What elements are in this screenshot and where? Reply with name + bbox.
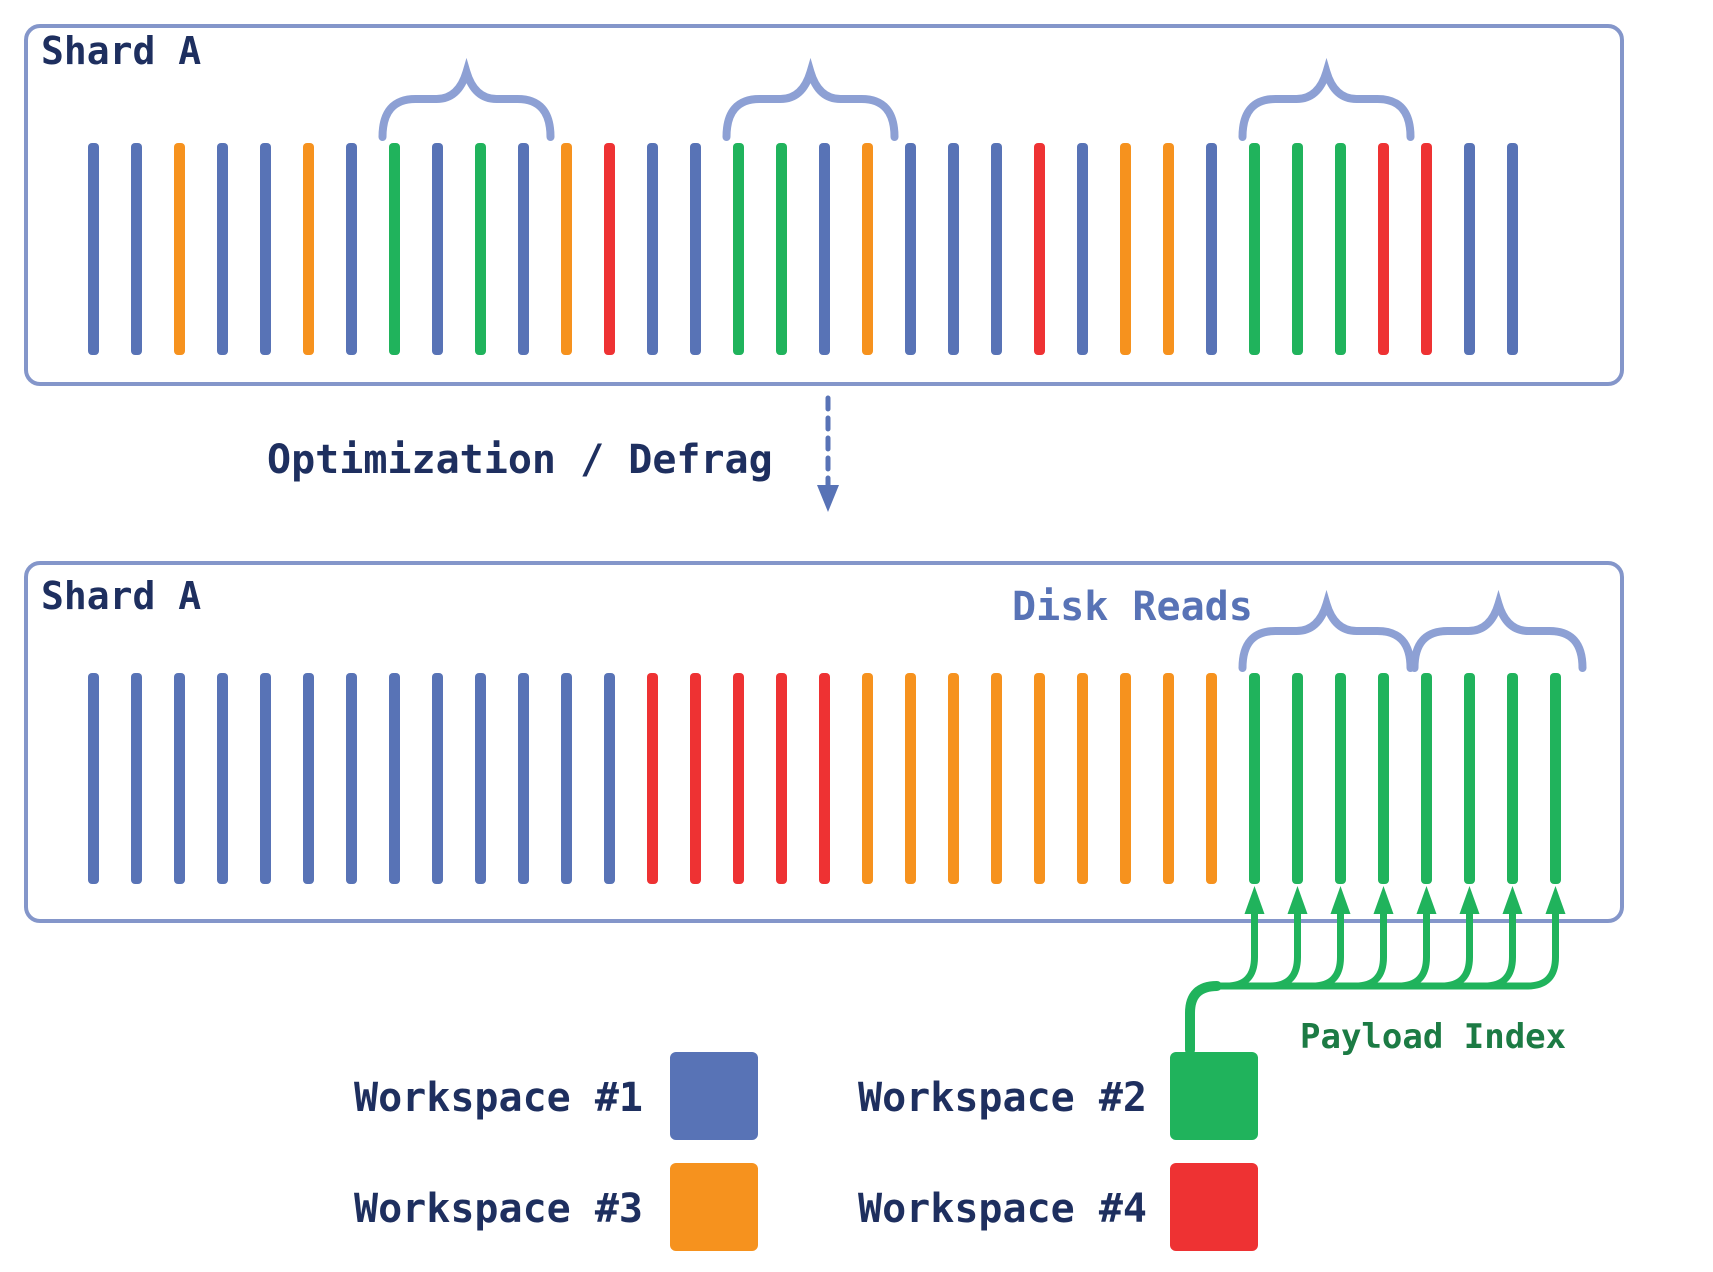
segment-bar-workspace3	[1120, 673, 1131, 884]
segment-bar-workspace3	[1163, 673, 1174, 884]
segment-bar-workspace3	[303, 143, 314, 355]
segment-bar-workspace4	[776, 673, 787, 884]
segment-bar-workspace1	[647, 143, 658, 355]
segment-bar-workspace1	[905, 143, 916, 355]
segment-bar-workspace1	[819, 143, 830, 355]
segment-bar-workspace1	[131, 673, 142, 884]
segment-bar-workspace2	[1507, 673, 1518, 884]
segment-bar-workspace4	[1378, 143, 1389, 355]
segment-bar-workspace3	[174, 143, 185, 355]
segment-bar-workspace1	[1464, 143, 1475, 355]
legend-label-workspace2: Workspace #2	[858, 1075, 1147, 1121]
segment-bar-workspace1	[217, 673, 228, 884]
segment-bar-workspace3	[948, 673, 959, 884]
segment-bar-workspace3	[991, 673, 1002, 884]
segment-bar-workspace1	[1206, 143, 1217, 355]
segment-bar-workspace2	[1421, 673, 1432, 884]
legend-swatch-workspace1	[670, 1052, 758, 1140]
segment-bar-workspace1	[346, 143, 357, 355]
segment-bar-workspace4	[1034, 143, 1045, 355]
segment-bar-workspace1	[690, 143, 701, 355]
segment-bar-workspace4	[604, 143, 615, 355]
segment-bar-workspace3	[1034, 673, 1045, 884]
segment-bar-workspace2	[389, 143, 400, 355]
segment-bar-workspace3	[1206, 673, 1217, 884]
segment-bar-workspace1	[346, 673, 357, 884]
segment-bar-workspace2	[1292, 143, 1303, 355]
payload-index-arrow	[1309, 908, 1344, 990]
segment-bar-workspace2	[1335, 143, 1346, 355]
segment-bar-workspace1	[88, 143, 99, 355]
shard-title-top: Shard A	[41, 29, 202, 73]
segment-bar-workspace1	[432, 673, 443, 884]
segment-bar-workspace1	[475, 673, 486, 884]
payload-index-arrow	[1395, 908, 1430, 990]
payload-index-arrow	[1438, 908, 1473, 990]
segment-bar-workspace3	[905, 673, 916, 884]
segment-bar-workspace2	[1249, 673, 1260, 884]
segment-bar-workspace1	[88, 673, 99, 884]
legend-swatch-workspace2	[1170, 1052, 1258, 1140]
segment-bar-workspace1	[303, 673, 314, 884]
segment-bar-workspace3	[1120, 143, 1131, 355]
segment-bar-workspace1	[561, 673, 572, 884]
segment-bar-workspace2	[1249, 143, 1260, 355]
legend-swatch-workspace3	[670, 1163, 758, 1251]
segment-bar-workspace2	[776, 143, 787, 355]
segment-bar-workspace1	[604, 673, 615, 884]
segment-bar-workspace1	[1507, 143, 1518, 355]
segment-bar-workspace1	[432, 143, 443, 355]
legend-label-workspace1: Workspace #1	[354, 1075, 643, 1121]
segment-bar-workspace1	[518, 673, 529, 884]
segment-bar-workspace1	[991, 143, 1002, 355]
segment-bar-workspace1	[174, 673, 185, 884]
segment-bar-workspace1	[260, 143, 271, 355]
shard-title-bottom: Shard A	[41, 574, 202, 618]
segment-bar-workspace1	[389, 673, 400, 884]
segment-bar-workspace4	[647, 673, 658, 884]
payload-index-arrow	[1266, 908, 1301, 990]
segment-bar-workspace4	[733, 673, 744, 884]
payload-index-label: Payload Index	[1300, 1017, 1567, 1057]
segment-bar-workspace1	[260, 673, 271, 884]
disk-reads-label: Disk Reads	[1012, 584, 1253, 630]
payload-index-arrow	[1223, 908, 1258, 990]
segment-bar-workspace1	[1077, 143, 1088, 355]
segment-bar-workspace3	[561, 143, 572, 355]
segment-bar-workspace2	[1335, 673, 1346, 884]
segment-bar-workspace3	[1163, 143, 1174, 355]
payload-index-arrow	[1481, 908, 1516, 990]
segment-bar-workspace3	[1077, 673, 1088, 884]
legend-label-workspace3: Workspace #3	[354, 1186, 643, 1232]
segment-bar-workspace4	[819, 673, 830, 884]
defrag-arrow-head-icon	[817, 485, 839, 512]
payload-index-source-line	[1185, 981, 1222, 1055]
segment-bar-workspace1	[518, 143, 529, 355]
segment-bar-workspace3	[862, 143, 873, 355]
payload-index-arrow	[1524, 908, 1559, 990]
segment-bar-workspace4	[1421, 143, 1432, 355]
segment-bar-workspace1	[217, 143, 228, 355]
legend-label-workspace4: Workspace #4	[858, 1186, 1147, 1232]
segment-bar-workspace2	[1378, 673, 1389, 884]
segment-bar-workspace1	[948, 143, 959, 355]
segment-bar-workspace2	[475, 143, 486, 355]
segment-bar-workspace1	[131, 143, 142, 355]
legend-swatch-workspace4	[1170, 1163, 1258, 1251]
segment-bar-workspace2	[1550, 673, 1561, 884]
segment-bar-workspace2	[1292, 673, 1303, 884]
optimization-defrag-label: Optimization / Defrag	[267, 437, 773, 483]
payload-index-arrow	[1352, 908, 1387, 990]
segment-bar-workspace3	[862, 673, 873, 884]
segment-bar-workspace2	[733, 143, 744, 355]
segment-bar-workspace2	[1464, 673, 1475, 884]
segment-bar-workspace4	[690, 673, 701, 884]
